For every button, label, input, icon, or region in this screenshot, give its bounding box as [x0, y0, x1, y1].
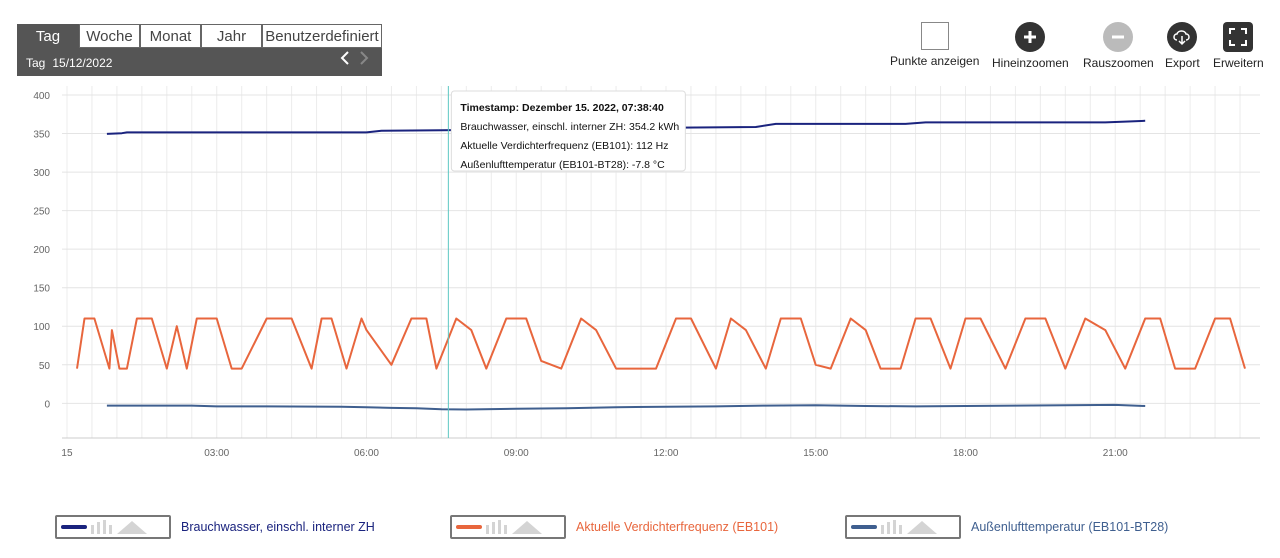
legend-item-verdichterfrequenz[interactable]: Aktuelle Verdichterfrequenz (EB101)	[450, 515, 778, 539]
legend-label: Aktuelle Verdichterfrequenz (EB101)	[576, 520, 779, 534]
tooltip-line: Außenlufttemperatur (EB101-BT28): -7.8 °…	[460, 159, 665, 171]
expand-button[interactable]: Erweitern	[1213, 22, 1264, 70]
x-tick-label: 12:00	[653, 448, 678, 459]
tab-jahr[interactable]: Jahr	[201, 24, 262, 48]
zoom-in-label: Hineinzoomen	[992, 56, 1069, 70]
chevron-left-icon[interactable]	[340, 51, 350, 70]
zoom-out-label: Rauszoomen	[1083, 56, 1154, 70]
x-tick-label: 18:00	[953, 448, 978, 459]
x-tick-label: 09:00	[504, 448, 529, 459]
legend-label: Außenlufttemperatur (EB101-BT28)	[971, 520, 1169, 534]
tab-benutzerdefiniert[interactable]: Benutzerdefiniert	[262, 24, 382, 48]
tooltip-line: Timestamp: Dezember 15. 2022, 07:38:40	[460, 102, 664, 114]
y-tick-label: 250	[33, 207, 50, 218]
x-tick-label: 15	[61, 448, 73, 459]
x-tick-label: 21:00	[1103, 448, 1128, 459]
legend-swatch	[450, 515, 566, 539]
legend-item-brauchwasser[interactable]: Brauchwasser, einschl. interner ZH	[55, 515, 375, 539]
tooltip-box	[450, 90, 686, 172]
line-chart: 0 50 100 150 200 250 300 350 400 15 03:00 06:00 09:0…	[33, 86, 1260, 459]
tab-tag[interactable]: Tag	[17, 24, 79, 48]
series-line-1	[76, 317, 1246, 370]
range-tabs: Tag Woche Monat Jahr Benutzerdefiniert	[17, 24, 382, 50]
zoom-out-button[interactable]: Rauszoomen	[1083, 22, 1154, 70]
expand-label: Erweitern	[1213, 56, 1264, 70]
minus-icon	[1103, 22, 1134, 52]
zoom-in-button[interactable]: Hineinzoomen	[992, 22, 1069, 70]
legend-swatch	[55, 515, 171, 539]
fullscreen-icon	[1223, 22, 1254, 52]
tab-woche[interactable]: Woche	[79, 24, 140, 48]
chevron-right-icon[interactable]	[359, 51, 369, 70]
range-selector: Tag Woche Monat Jahr Benutzerdefiniert T…	[17, 24, 382, 76]
series-line-2	[106, 403, 1146, 411]
tooltip-line: Aktuelle Verdichterfrequenz (EB101): 112…	[460, 140, 668, 152]
range-info: Tag 15/12/2022	[17, 50, 382, 76]
tooltip-line: Brauchwasser, einschl. interner ZH: 354.…	[460, 121, 679, 133]
show-points-button[interactable]: Punkte anzeigen	[890, 22, 979, 68]
x-tick-label: 06:00	[354, 448, 379, 459]
y-tick-label: 300	[33, 168, 50, 179]
legend-label: Brauchwasser, einschl. interner ZH	[181, 520, 375, 534]
range-label: Tag	[26, 56, 46, 70]
legend-item-aussenlufttemperatur[interactable]: Außenlufttemperatur (EB101-BT28)	[845, 515, 1168, 539]
show-points-label: Punkte anzeigen	[890, 54, 980, 68]
x-tick-label: 15:00	[803, 448, 828, 459]
x-tick-label: 03:00	[204, 448, 229, 459]
y-tick-label: 150	[33, 284, 50, 295]
y-tick-label: 350	[33, 130, 50, 141]
y-tick-label: 50	[39, 361, 51, 372]
y-tick-label: 200	[33, 245, 50, 256]
y-tick-label: 100	[33, 322, 50, 333]
cloud-download-icon	[1167, 22, 1198, 52]
y-tick-label: 400	[33, 91, 50, 102]
range-date: 15/12/2022	[52, 56, 113, 70]
y-tick-label: 0	[44, 399, 50, 410]
export-button[interactable]: Export	[1165, 22, 1200, 70]
export-label: Export	[1165, 56, 1200, 70]
plus-icon	[1015, 22, 1046, 52]
legend-swatch	[845, 515, 961, 539]
checkbox-icon	[920, 22, 949, 50]
tab-monat[interactable]: Monat	[140, 24, 201, 48]
